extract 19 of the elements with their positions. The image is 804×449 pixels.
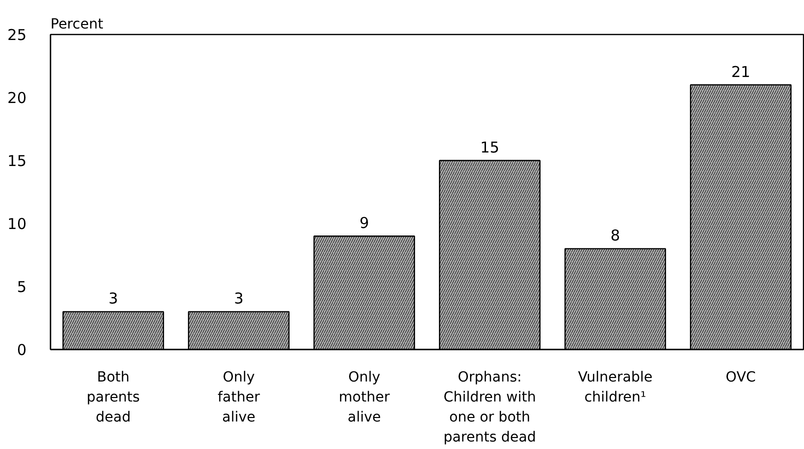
x-tick-label: Vulnerable children¹ [578, 370, 653, 406]
y-tick-label: 5 [16, 278, 27, 296]
data-label: 3 [108, 290, 118, 308]
data-label: 9 [359, 214, 370, 232]
x-tick-label: Both parents dead [86, 370, 140, 426]
x-tick-label: Only mother alive [338, 370, 390, 426]
y-tick-label: 10 [7, 215, 27, 233]
y-axis-title: Percent [50, 16, 104, 32]
x-tick-label: Only father alive [218, 370, 260, 426]
y-tick-label: 25 [7, 26, 27, 44]
data-label: 21 [731, 62, 750, 81]
x-tick-label: OVC [726, 370, 756, 386]
data-label: 3 [234, 290, 244, 308]
y-tick-label: 0 [16, 341, 27, 359]
y-tick-label: 15 [7, 152, 27, 170]
x-tick-label: Orphans: Children with one or both parents dead [443, 370, 536, 446]
data-label: 8 [610, 226, 620, 245]
data-label: 15 [480, 138, 500, 156]
y-tick-label: 20 [7, 89, 27, 107]
